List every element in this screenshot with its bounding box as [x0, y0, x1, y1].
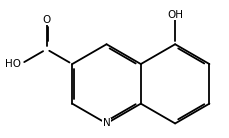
Text: OH: OH	[166, 10, 182, 20]
Text: N: N	[102, 118, 110, 128]
Text: HO: HO	[5, 59, 21, 69]
Text: O: O	[42, 14, 50, 25]
